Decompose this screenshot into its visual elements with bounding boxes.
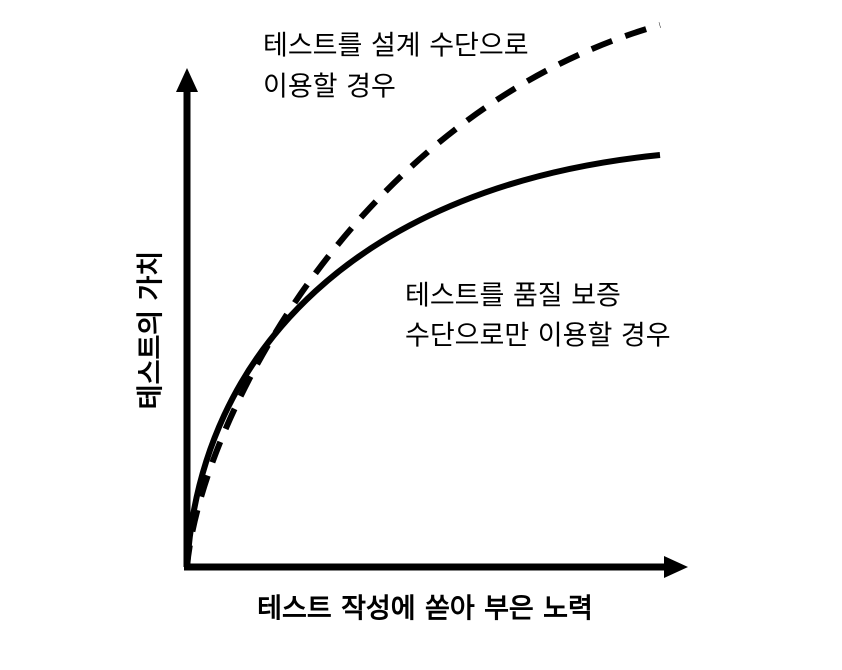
design-curve [184,22,661,568]
quality-label: 테스트를 품질 보증 [405,281,621,312]
design-label: 테스트를 설계 수단으로 [263,31,529,62]
x-axis-arrow [664,556,688,578]
design-label: 이용할 경우 [263,72,396,103]
x-axis-title: 테스트 작성에 쏟아 부은 노력 [257,594,593,625]
y-axis-arrow [176,68,198,92]
y-axis-title: 테스트의 가치 [136,251,167,409]
quality-curve [184,152,661,568]
quality-label: 수단으로만 이용할 경우 [405,321,671,352]
